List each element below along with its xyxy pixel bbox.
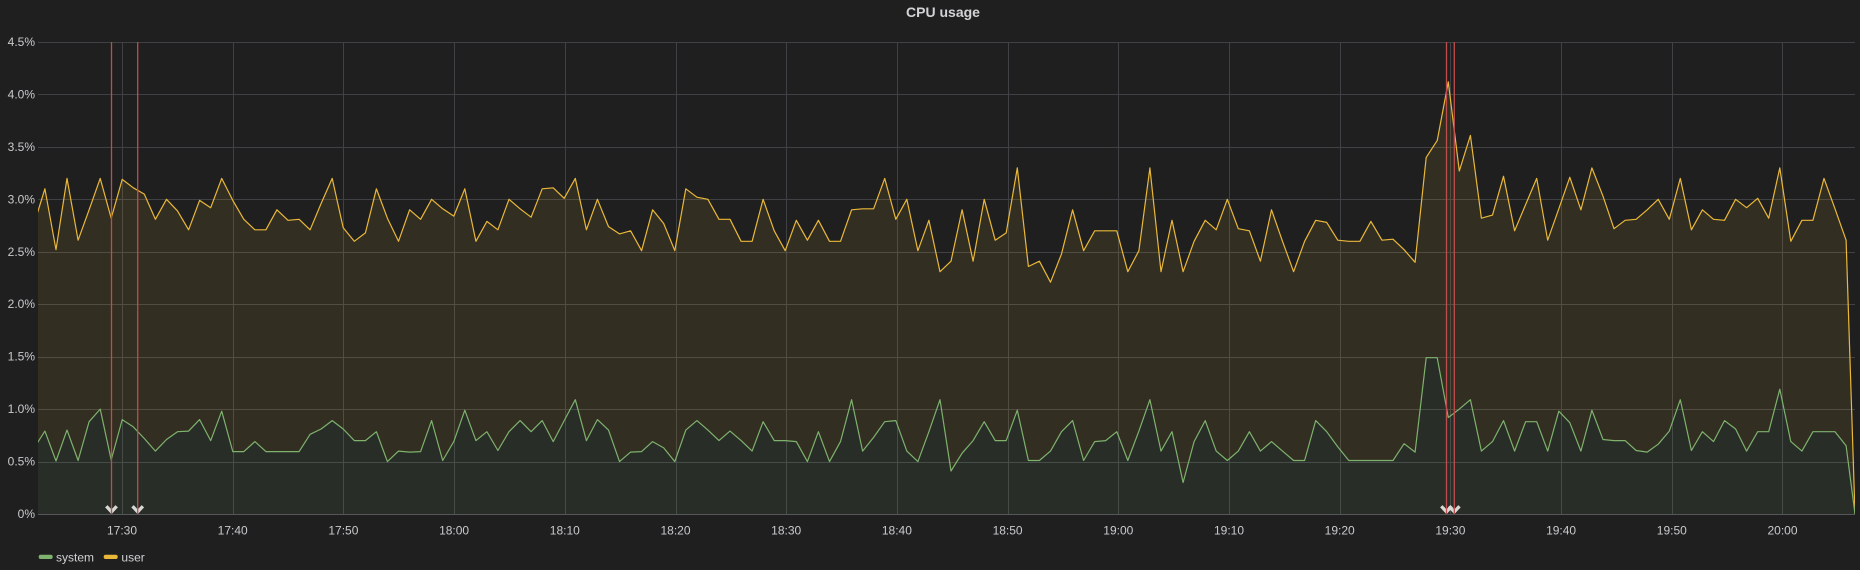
svg-text:18:30: 18:30 [771, 524, 801, 538]
svg-text:1.5%: 1.5% [8, 350, 36, 364]
svg-text:17:40: 17:40 [218, 524, 248, 538]
svg-text:19:50: 19:50 [1657, 524, 1687, 538]
svg-text:0%: 0% [18, 507, 36, 521]
svg-text:19:40: 19:40 [1546, 524, 1576, 538]
svg-text:19:00: 19:00 [1103, 524, 1133, 538]
svg-text:18:20: 18:20 [660, 524, 690, 538]
svg-text:CPU usage: CPU usage [906, 4, 980, 20]
svg-text:user: user [121, 551, 144, 565]
svg-text:20:00: 20:00 [1767, 524, 1797, 538]
svg-text:17:50: 17:50 [328, 524, 358, 538]
svg-text:17:30: 17:30 [107, 524, 137, 538]
svg-text:19:10: 19:10 [1214, 524, 1244, 538]
svg-text:18:10: 18:10 [550, 524, 580, 538]
svg-text:19:20: 19:20 [1325, 524, 1355, 538]
svg-text:19:30: 19:30 [1435, 524, 1465, 538]
svg-text:3.5%: 3.5% [8, 140, 36, 154]
svg-text:2.0%: 2.0% [8, 297, 36, 311]
svg-text:18:00: 18:00 [439, 524, 469, 538]
svg-text:1.0%: 1.0% [8, 402, 36, 416]
svg-text:0.5%: 0.5% [8, 455, 36, 469]
svg-text:2.5%: 2.5% [8, 245, 36, 259]
svg-text:18:50: 18:50 [993, 524, 1023, 538]
svg-text:4.0%: 4.0% [8, 87, 36, 101]
svg-text:system: system [56, 551, 94, 565]
svg-text:4.5%: 4.5% [8, 35, 36, 49]
svg-text:3.0%: 3.0% [8, 192, 36, 206]
svg-text:18:40: 18:40 [882, 524, 912, 538]
